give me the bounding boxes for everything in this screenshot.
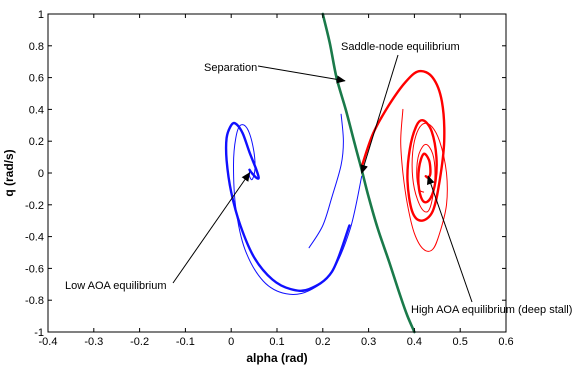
y-tick-label: -1 [34,327,44,339]
y-tick-label: -0.6 [25,263,44,275]
separatrix-line [321,12,416,334]
y-tick-label: -0.8 [25,295,44,307]
annotation-label: Low AOA equilibrium [65,280,167,292]
x-tick-label: 0.5 [453,336,468,348]
y-tick-label: 0.4 [29,104,44,116]
annotation-saddle-node: Saddle-node equilibrium [341,41,460,174]
annotation-arrow [257,65,346,84]
x-tick-label: -0.2 [130,336,149,348]
x-tick-label: 0.6 [498,336,513,348]
x-axis-label: alpha (rad) [246,351,307,365]
x-tick-label: 0.2 [315,336,330,348]
y-tick-label: 0.2 [29,136,44,148]
annotation-label: High AOA equilibrium (deep stall) [411,304,572,316]
y-tick-label: -0.4 [25,232,44,244]
x-tick-label: -0.4 [39,336,58,348]
x-tick-label: 0.1 [269,336,284,348]
y-tick-label: 1 [38,9,44,21]
y-tick-label: 0.6 [29,73,44,85]
annotation-label: Separation [204,62,257,74]
high-aoa-trajectory-thin [400,108,448,252]
low-aoa-trajectory-thick [224,121,351,292]
x-tick-label: -0.3 [84,336,103,348]
annotation-arrow [172,172,251,284]
low-aoa-trajectory-thin [308,113,344,249]
y-tick-label: -0.2 [25,200,44,212]
annotation-separation: Separation [204,62,346,84]
y-axis-label: q (rad/s) [2,149,16,196]
annotation-arrow [360,54,399,174]
y-tick-label: 0 [38,168,44,180]
annotation-arrow [426,175,473,303]
x-tick-label: 0.4 [407,336,422,348]
x-tick-label: 0.3 [361,336,376,348]
x-tick-label: 0 [228,336,234,348]
x-tick-label: -0.1 [176,336,195,348]
high-aoa-trajectory-thick [360,69,446,222]
annotation-low-aoa: Low AOA equilibrium [65,172,251,292]
annotation-high-aoa: High AOA equilibrium (deep stall) [411,175,572,316]
low-aoa-spiral-inner [233,124,363,296]
annotation-label: Saddle-node equilibrium [341,41,460,53]
y-tick-label: 0.8 [29,41,44,53]
